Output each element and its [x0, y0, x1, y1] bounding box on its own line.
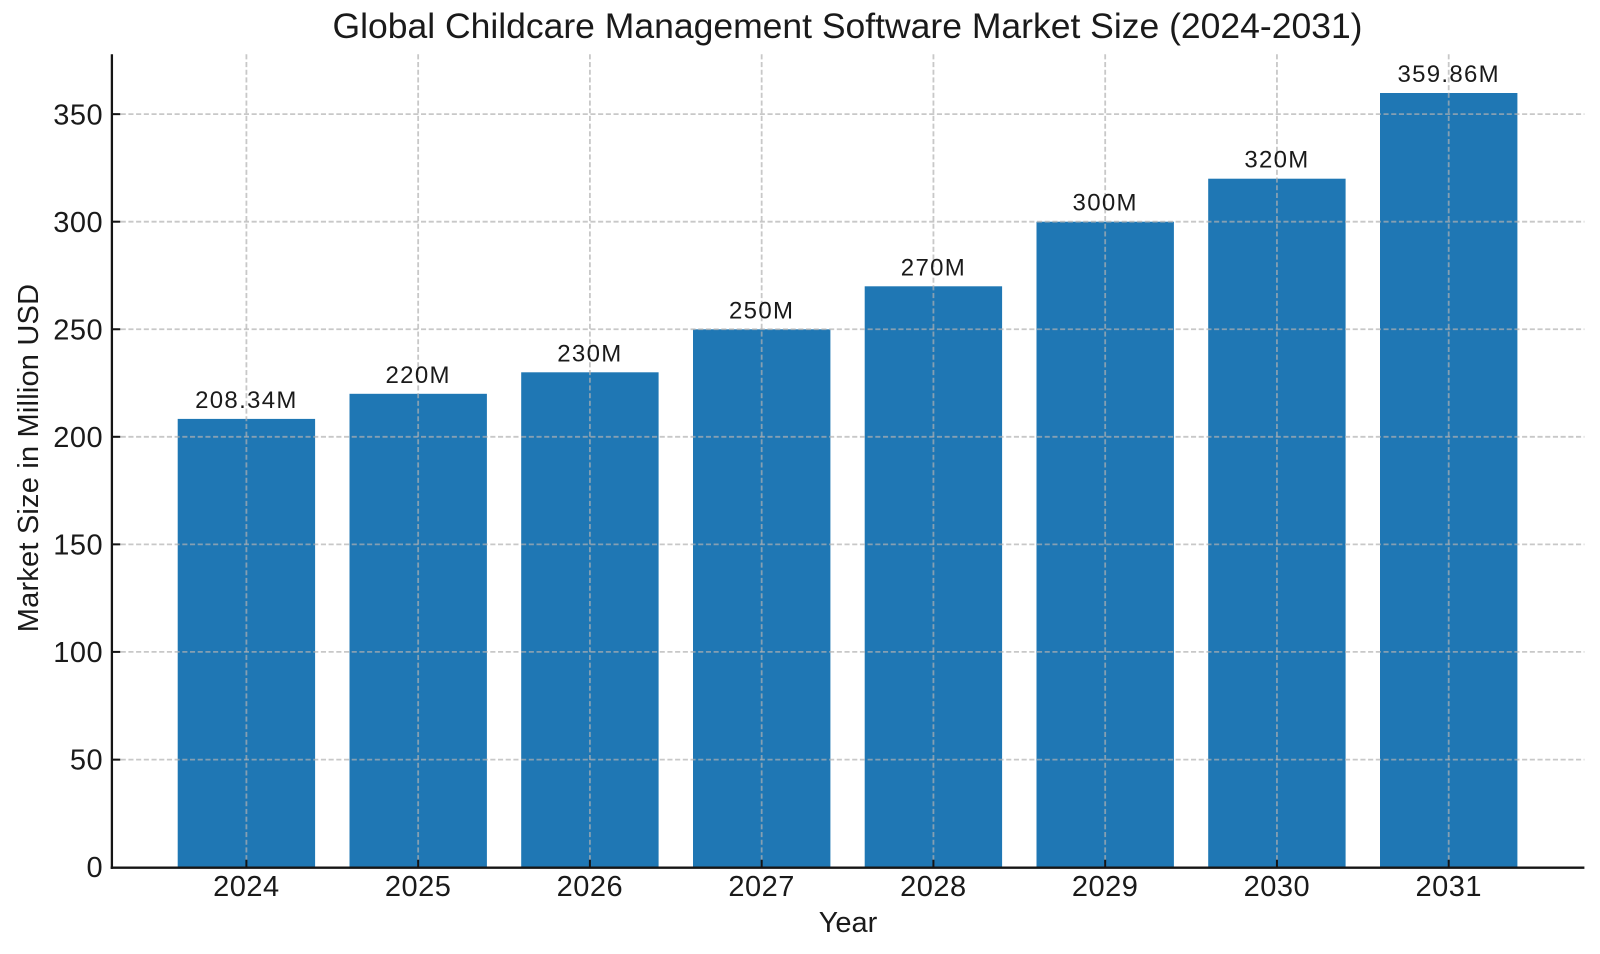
svg-text:2026: 2026	[557, 871, 624, 903]
svg-text:200: 200	[53, 422, 103, 454]
svg-text:50: 50	[70, 745, 103, 777]
svg-text:320M: 320M	[1244, 147, 1309, 174]
svg-text:250: 250	[53, 314, 103, 346]
svg-text:250M: 250M	[729, 297, 794, 324]
svg-text:2031: 2031	[1415, 871, 1482, 903]
svg-text:220M: 220M	[386, 362, 451, 389]
svg-text:230M: 230M	[557, 340, 622, 367]
svg-text:0: 0	[87, 852, 104, 884]
svg-text:150: 150	[53, 530, 103, 562]
svg-text:2024: 2024	[213, 871, 280, 903]
svg-text:Global Childcare Management So: Global Childcare Management Software Mar…	[332, 6, 1362, 46]
svg-text:100: 100	[53, 637, 103, 669]
svg-text:300: 300	[53, 207, 103, 239]
svg-text:2028: 2028	[900, 871, 967, 903]
svg-text:208.34M: 208.34M	[195, 387, 298, 414]
svg-text:Market Size in Million USD: Market Size in Million USD	[13, 284, 45, 632]
svg-text:Year: Year	[819, 907, 878, 939]
svg-text:2025: 2025	[385, 871, 452, 903]
svg-text:2027: 2027	[728, 871, 795, 903]
svg-text:270M: 270M	[901, 254, 966, 281]
svg-text:359.86M: 359.86M	[1397, 61, 1500, 88]
svg-text:350: 350	[53, 99, 103, 131]
svg-text:2030: 2030	[1244, 871, 1311, 903]
svg-text:2029: 2029	[1072, 871, 1139, 903]
svg-text:300M: 300M	[1073, 190, 1138, 217]
